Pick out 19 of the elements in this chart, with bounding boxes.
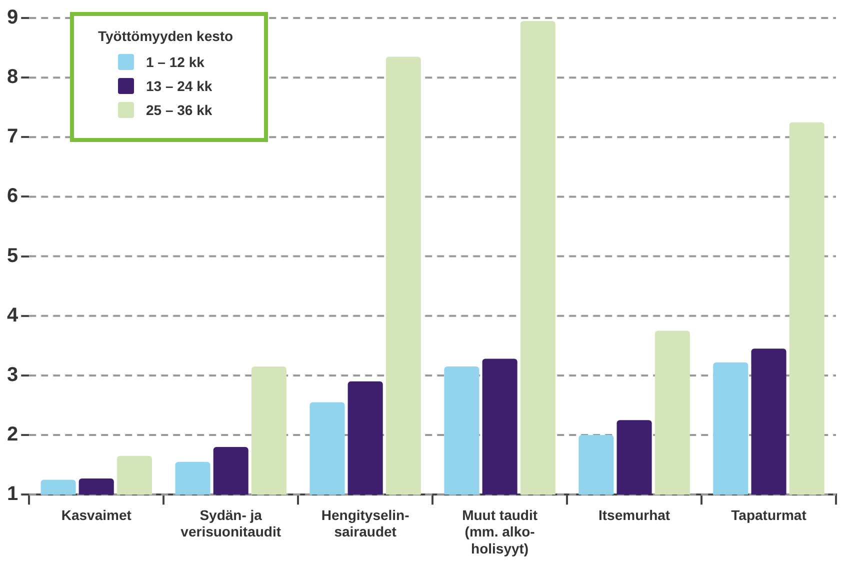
y-tick-label: 8 [7,66,18,88]
y-tick-label: 5 [7,244,18,267]
legend-title: Työttömyyden kesto [98,28,234,44]
legend-label: 13 – 24 kk [146,78,212,94]
y-tick-label: 7 [7,126,18,148]
x-tick-label: Hengityselin- sairaudet [321,506,410,540]
x-tick-label: Tapaturmat [731,506,807,523]
legend-label: 1 – 12 kk [146,54,204,70]
y-tick-label: 3 [7,364,18,386]
legend-label: 25 – 36 kk [146,102,212,118]
x-tick-label: Kasvaimet [61,506,132,523]
x-tick-label: Sydän- ja verisuonitaudit [180,506,282,540]
y-tick-label: 4 [7,304,19,326]
x-tick-label: Itsemurhat [598,506,670,523]
x-tick-label: Muut taudit (mm. alko- holisyyt) [462,506,538,556]
y-tick-label: 9 [7,6,18,29]
y-tick-label: 2 [7,424,18,446]
y-tick-label: 1 [7,483,18,506]
y-tick-label: 6 [7,185,18,208]
